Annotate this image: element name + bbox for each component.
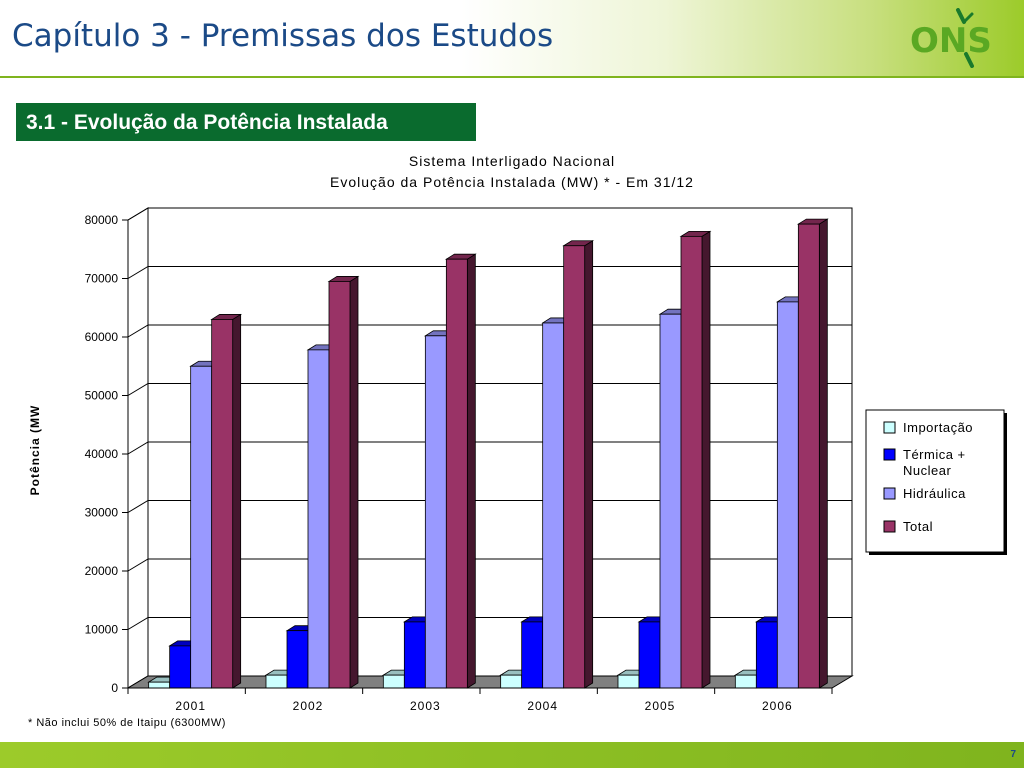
bar (563, 245, 586, 689)
y-tick-label: 10000 (85, 623, 119, 637)
y-tick-label: 20000 (85, 564, 119, 578)
legend-swatch (883, 520, 896, 533)
y-tick-label: 70000 (85, 272, 119, 286)
bar (307, 349, 330, 689)
footer-bar: 7 (0, 742, 1024, 768)
gridline (127, 324, 852, 338)
bar (328, 281, 351, 689)
y-tick-label: 60000 (85, 330, 119, 344)
legend-label: Hidráulica (903, 486, 966, 501)
bar (382, 674, 405, 689)
bar (734, 674, 757, 689)
legend-swatch (883, 421, 896, 434)
y-tick-label: 80000 (85, 213, 119, 227)
bar (286, 630, 309, 689)
bar (797, 223, 820, 689)
legend-label: Total (903, 519, 933, 534)
legend-label: Térmica + Nuclear (903, 447, 966, 478)
bar (424, 335, 447, 689)
y-tick-label: 50000 (85, 389, 119, 403)
y-tick-label: 0 (111, 681, 118, 695)
y-tick-label: 40000 (85, 447, 119, 461)
bar-side (466, 253, 476, 689)
y-axis-label: Potência (MW (28, 405, 42, 496)
installed-capacity-chart: Sistema Interligado Nacional Evolução da … (28, 153, 1007, 713)
gridline (127, 558, 852, 572)
gridline (127, 500, 852, 513)
header-banner: Capítulo 3 - Premissas dos Estudos ONS (0, 0, 1024, 78)
bar (190, 365, 213, 689)
section-title-box: 3.1 - Evolução da Potência Instalada (16, 103, 476, 141)
gridline (127, 383, 852, 396)
logo-wordmark: ONS (910, 21, 992, 61)
bar (542, 322, 565, 689)
bar (148, 681, 171, 689)
bar (211, 319, 234, 689)
bar (680, 235, 703, 689)
bar (755, 621, 778, 689)
bar (265, 674, 288, 689)
gridline (127, 266, 852, 279)
x-tick-label: 2001 (175, 699, 206, 713)
bar (617, 674, 640, 689)
x-tick-label: 2005 (645, 699, 676, 713)
bar (659, 313, 682, 689)
x-tick-label: 2003 (410, 699, 441, 713)
y-tick-label: 30000 (85, 506, 119, 520)
bar (521, 621, 544, 689)
x-tick-label: 2004 (527, 699, 558, 713)
x-tick-label: 2006 (762, 699, 793, 713)
bar (500, 674, 523, 689)
legend-swatch (883, 448, 896, 461)
bar-side (701, 230, 711, 689)
ons-logo: ONS (910, 8, 992, 68)
chart-subtitle: Evolução da Potência Instalada (MW) * - … (330, 174, 694, 190)
bar-side (818, 218, 828, 689)
bar-side (349, 275, 359, 689)
bar-side (232, 313, 242, 689)
bar-side (584, 240, 594, 689)
footnote: * Não inclui 50% de Itaipu (6300MW) (28, 717, 226, 729)
x-tick-label: 2002 (293, 699, 324, 713)
gridline (127, 617, 852, 630)
page-title: Capítulo 3 - Premissas dos Estudos (12, 18, 554, 54)
gridline (127, 207, 852, 221)
bar (776, 301, 799, 689)
chart-title: Sistema Interligado Nacional (409, 153, 615, 169)
gridline (127, 441, 852, 455)
bar (403, 621, 426, 689)
legend-swatch (883, 487, 896, 500)
bar (169, 645, 192, 689)
legend-label: Importação (903, 420, 973, 435)
bar (445, 258, 468, 689)
bar (638, 621, 661, 689)
page-number: 7 (1010, 749, 1016, 760)
section-title: 3.1 - Evolução da Potência Instalada (26, 111, 388, 134)
